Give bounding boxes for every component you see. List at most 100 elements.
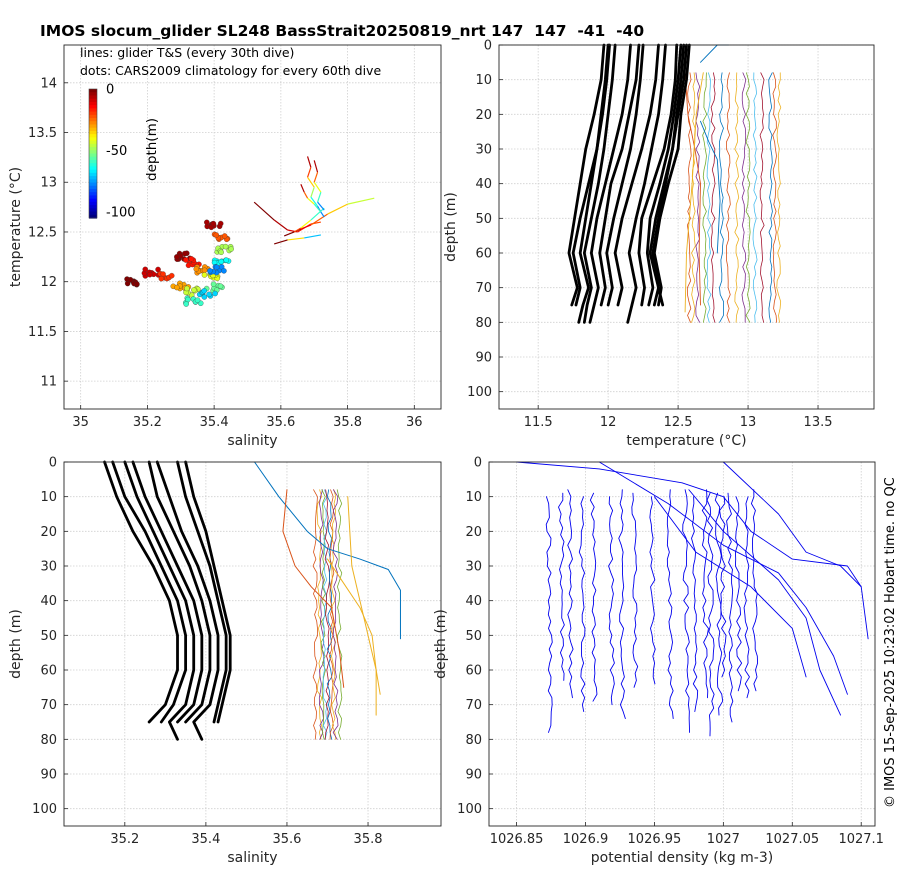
climatology-profile <box>332 489 339 740</box>
colorbar-tick-label: -50 <box>106 144 127 159</box>
climatology-dot <box>221 268 227 274</box>
colorbar-segment <box>89 211 97 216</box>
climatology-profile <box>326 489 333 740</box>
colorbar-segment <box>89 156 97 161</box>
density-profile <box>743 496 750 699</box>
y-tick-label: 50 <box>40 629 57 644</box>
y-axis-label: depth (m) <box>433 609 449 679</box>
climatology-profile <box>347 496 377 716</box>
colorbar-segment <box>89 172 97 177</box>
axes-frame <box>498 44 875 410</box>
glider-ts-line <box>313 160 319 173</box>
climatology-profile <box>710 72 716 323</box>
climatology-dot <box>217 220 224 227</box>
climatology-profile <box>282 489 345 688</box>
glider-profile <box>123 460 196 741</box>
climatology-dot <box>204 219 210 226</box>
climatology-profile <box>326 558 381 695</box>
x-tick-label: 35.2 <box>133 415 162 430</box>
climatology-profile <box>684 72 704 313</box>
density-profile <box>567 489 574 699</box>
colorbar-segment <box>89 137 97 142</box>
density-profile <box>578 496 586 713</box>
glider-ts-line <box>287 237 305 241</box>
density-profile <box>706 492 715 737</box>
density-profile <box>719 496 727 678</box>
climatology-profile <box>719 72 724 323</box>
colorbar-segment <box>89 105 97 109</box>
glider-profile <box>652 43 691 307</box>
density-profile <box>666 489 674 719</box>
y-tick-label: 10 <box>40 490 57 505</box>
climatology-profile <box>726 72 731 323</box>
y-tick-label: 30 <box>40 560 57 575</box>
colorbar-segment <box>89 124 97 129</box>
climatology-profile <box>752 72 758 323</box>
glider-ts-line <box>310 207 325 221</box>
climatology-dot <box>134 281 140 287</box>
y-tick-label: 100 <box>457 802 482 817</box>
climatology-dot <box>201 294 208 300</box>
density-profile <box>589 492 598 702</box>
glider-profile <box>605 43 645 307</box>
colorbar-tick-label: -100 <box>106 205 136 220</box>
climatology-dot <box>228 246 234 252</box>
glider-ts-line <box>306 156 312 168</box>
y-tick-label: 14 <box>40 76 57 91</box>
y-tick-label: 13.5 <box>28 126 57 141</box>
density-profile <box>631 492 639 688</box>
climatology-profile <box>254 461 401 640</box>
y-tick-label: 30 <box>465 560 482 575</box>
colorbar-segment <box>89 205 97 209</box>
glider-ts-line <box>300 184 305 193</box>
glider-profile <box>131 460 204 724</box>
salinity-profile-panel: 35.2 35.4 35.6 35.8 0 10 20 30 40 50 60 70 80 90 100 sa… <box>8 456 442 866</box>
x-tick-label: 1026.85 <box>490 832 544 847</box>
y-tick-label: 13 <box>40 176 57 191</box>
y-tick-label: 10 <box>475 73 492 88</box>
figure-title: IMOS slocum_glider SL248 BassStrait20250… <box>40 22 645 40</box>
y-tick-label: 60 <box>465 664 482 679</box>
climatology-profile <box>706 72 712 323</box>
x-tick-label: 1027 <box>707 832 740 847</box>
density-profile <box>598 461 848 695</box>
climatology-profile <box>745 72 751 323</box>
climatology-dot <box>210 220 217 227</box>
climatology-profile <box>318 489 325 740</box>
climatology-dot <box>213 264 220 270</box>
glider-ts-line <box>307 197 315 205</box>
colorbar-segment <box>89 101 97 106</box>
y-tick-label: 50 <box>465 629 482 644</box>
colorbar-segment <box>89 92 97 97</box>
density-profile <box>682 489 690 733</box>
colorbar-segment <box>89 121 97 126</box>
glider-ts-line <box>317 201 325 211</box>
y-tick-label: 11.5 <box>28 325 57 340</box>
climatology-profile <box>691 72 696 323</box>
glider-profile <box>645 43 683 307</box>
legend-line-glider: lines: glider T&S (every 30th dive) <box>80 45 294 60</box>
climatology-profile <box>684 72 701 306</box>
glider-ts-line <box>293 227 302 233</box>
climatology-dot <box>201 288 207 294</box>
y-tick-label: 11 <box>40 375 57 390</box>
colorbar-segment <box>89 118 97 122</box>
density-profile-panel: 1026.85 1026.9 1026.95 1027 1027.05 1027.1 0 10… <box>433 456 884 867</box>
x-tick-label: 35.2 <box>110 832 139 847</box>
glider-ts-line <box>310 213 328 226</box>
y-tick-label: 10 <box>465 490 482 505</box>
y-tick-label: 40 <box>475 177 492 192</box>
climatology-dot <box>127 276 134 283</box>
colorbar-segment <box>89 143 97 148</box>
glider-ts-line <box>300 219 312 229</box>
climatology-dot <box>201 267 208 274</box>
y-tick-label: 20 <box>475 108 492 123</box>
x-tick-label: 1026.95 <box>628 832 682 847</box>
glider-ts-line <box>304 234 321 239</box>
x-tick-label: 35 <box>72 415 89 430</box>
legend-line-climatology: dots: CARS2009 climatology for every 60t… <box>80 63 381 78</box>
glider-profile <box>637 43 679 307</box>
climatology-dot <box>223 257 229 263</box>
y-tick-label: 90 <box>475 351 492 366</box>
